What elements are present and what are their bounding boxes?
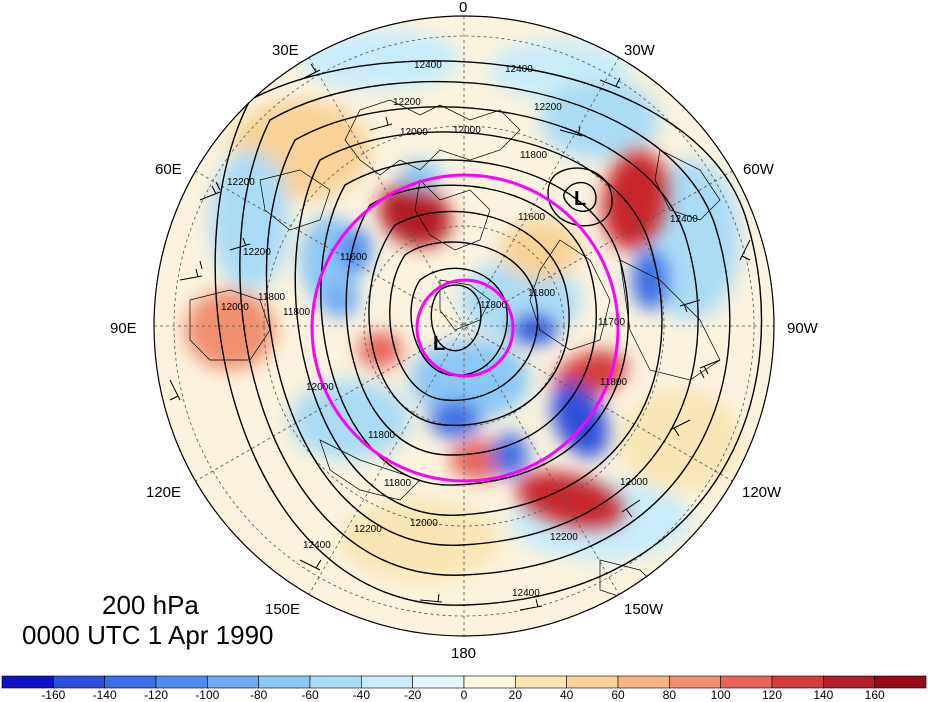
graticule [154, 16, 774, 636]
contour-label: 12200 [354, 524, 382, 535]
lon-label-150w: 150W [624, 601, 664, 618]
lon-label-150e: 150E [265, 601, 300, 618]
lon-label-30e: 30E [272, 42, 299, 59]
contour-label: 11600 [340, 252, 368, 263]
colorbar: -160 -140 -120 -100 -80 -60 -40 -20 0 20 40 60 80 100… [1, 675, 927, 702]
colorbar-tick-label: 0 [461, 688, 468, 702]
colorbar-swatch [309, 675, 362, 689]
contour-label-group: 12400 12400 12200 12200 12000 12000 1180… [221, 60, 698, 599]
contour-label: 12000 [620, 477, 648, 488]
pressure-level-title: 200 hPa [102, 590, 199, 620]
lon-label-60e: 60E [155, 161, 182, 178]
lon-label-30w: 30W [624, 42, 656, 59]
low-center-label: L [574, 188, 586, 210]
contour-label: 11600 [518, 212, 546, 223]
colorbar-tick-label: -40 [353, 688, 371, 702]
valid-time-title: 0000 UTC 1 Apr 1990 [22, 620, 274, 650]
colorbar-tick-label: 100 [711, 688, 731, 702]
lon-label-120e: 120E [146, 484, 181, 501]
colorbar-swatch [1, 675, 54, 689]
colorbar-swatch [207, 675, 259, 689]
colorbar-tick-label: 140 [813, 688, 833, 702]
contour-label: 12400 [505, 64, 533, 75]
colorbar-tick-label: -100 [195, 688, 219, 702]
colorbar-swatch [874, 675, 927, 689]
colorbar-swatch [53, 675, 105, 689]
contour-label: 11700 [598, 317, 626, 328]
colorbar-tick-label: -120 [144, 688, 168, 702]
contour-label: 11800 [384, 478, 412, 489]
contour-label: 12000 [306, 382, 334, 393]
colorbar-swatch [104, 675, 157, 689]
colorbar-swatch [515, 675, 567, 689]
contour-label: 11800 [528, 288, 556, 299]
contour-label: 11800 [600, 377, 628, 388]
contour-label: 12400 [512, 588, 540, 599]
colorbar-tick-label: 120 [762, 688, 782, 702]
contour-label: 12000 [410, 518, 438, 529]
contour-label: 11800 [480, 300, 508, 311]
jet-circles [310, 173, 620, 483]
colorbar-swatch [155, 675, 208, 689]
wind-barbs [169, 63, 751, 611]
map-border [153, 15, 775, 637]
contour-label: 12400 [670, 214, 698, 225]
colorbar-swatch [463, 675, 516, 689]
colorbar-swatch [771, 675, 824, 689]
colorbar-tick-label: 20 [509, 688, 523, 702]
lon-label-0: 0 [459, 0, 467, 16]
colorbar-tick-label: 160 [865, 688, 885, 702]
colorbar-tick-label: 60 [611, 688, 625, 702]
shaded-field [154, 16, 774, 636]
contour-label: 11800 [368, 430, 396, 441]
contour-label: 12400 [414, 60, 442, 71]
contour-label: 12000 [400, 127, 428, 138]
colorbar-swatch [669, 675, 721, 689]
colorbar-swatch [361, 675, 413, 689]
low-center-label: L [433, 333, 445, 355]
contour-label: 12000 [221, 302, 249, 313]
contour-label: 12200 [243, 247, 271, 258]
contour-label: 11800 [258, 292, 286, 303]
lon-label-90e: 90E [110, 320, 137, 337]
lon-label-120w: 120W [742, 484, 782, 501]
colorbar-swatch [617, 675, 670, 689]
colorbar-tick-label: -160 [41, 688, 65, 702]
contour-label: 12000 [453, 125, 481, 136]
colorbar-swatch [823, 675, 875, 689]
contour-label: 11800 [283, 307, 311, 318]
lon-label-180: 180 [451, 645, 476, 662]
height-contours [214, 60, 763, 606]
colorbar-tick-label: -20 [404, 688, 422, 702]
colorbar-tick-label: -60 [301, 688, 319, 702]
contour-label: 11800 [520, 150, 548, 161]
contour-label: 12200 [393, 97, 421, 108]
colorbar-swatch [566, 675, 619, 689]
colorbar-swatch [720, 675, 773, 689]
colorbar-tick-label: 80 [663, 688, 677, 702]
colorbar-swatch [258, 675, 311, 689]
colorbar-tick-label: -140 [93, 688, 117, 702]
outer-circle [310, 173, 620, 483]
colorbar-tick-label: 40 [560, 688, 574, 702]
contour-label: 12400 [303, 540, 331, 551]
contour-label: 12200 [550, 532, 578, 543]
inner-circle [415, 278, 515, 378]
lon-label-90w: 90W [787, 320, 819, 337]
longitude-labels: 0 30W 60W 90W 120W 150W 180 150E 120E 90… [110, 0, 819, 662]
contour-label: 12200 [534, 102, 562, 113]
contour-label: 12200 [227, 177, 255, 188]
colorbar-swatch [412, 675, 465, 689]
colorbar-tick-label: -80 [250, 688, 268, 702]
lon-label-60w: 60W [743, 161, 775, 178]
